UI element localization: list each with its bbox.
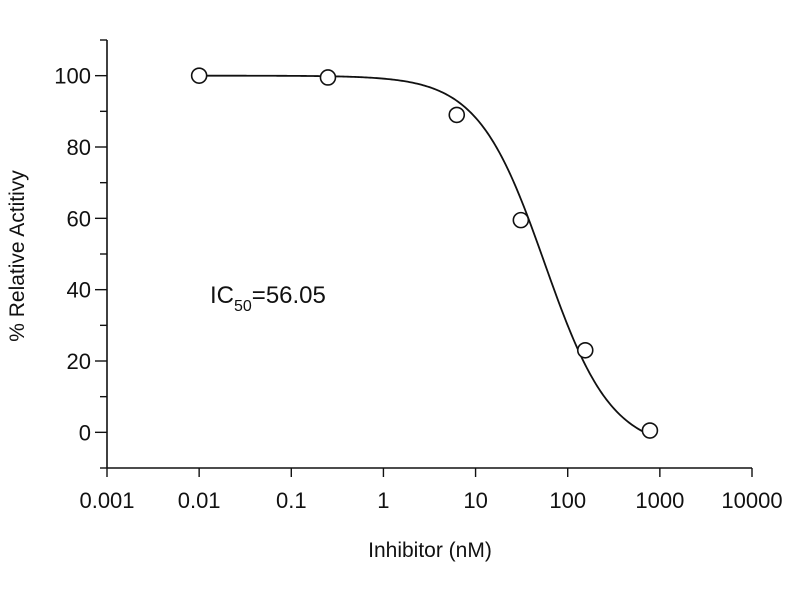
data-point [641,422,659,439]
data-point [319,69,337,86]
y-axis-ticks: 0 20 40 60 80 100 [54,39,107,469]
y-axis-title: % Relative Actitivy [6,170,29,342]
x-tick-label: 0.1 [276,488,307,513]
ic50-annotation: IC50=56.05 [210,282,326,315]
x-tick-label: 0.01 [178,488,221,513]
x-tick-label: 1 [377,488,389,513]
data-point [448,106,466,124]
x-tick-label: 1000 [635,488,684,513]
y-tick-label: 40 [67,278,91,303]
data-point [190,67,208,84]
y-tick-label: 80 [67,135,91,160]
x-axis-title: Inhibitor (nM) [368,539,492,562]
data-points [190,67,659,439]
y-tick-label: 60 [67,206,91,231]
x-tick-label: 10000 [721,488,782,513]
ic50-label: IC [210,282,234,309]
x-tick-label: 0.001 [79,488,134,513]
x-tick-label: 100 [549,488,586,513]
fit-curve [199,74,651,436]
x-axis-ticks: 0.001 0.01 0.1 1 10 100 1000 10000 [79,468,783,513]
y-tick-label: 0 [79,420,91,445]
data-point [576,341,594,359]
data-point [512,211,530,229]
ic50-subscript: 50 [234,298,252,315]
y-tick-label: 100 [54,64,91,89]
y-tick-label: 20 [67,349,91,374]
x-tick-label: 10 [463,488,487,513]
ic50-value: =56.05 [252,282,326,309]
